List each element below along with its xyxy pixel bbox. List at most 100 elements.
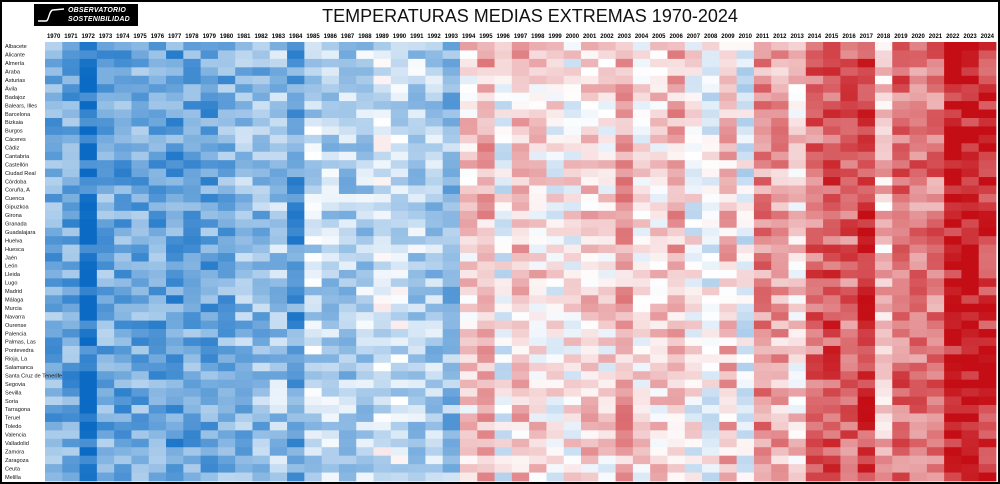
heatmap-cell: [114, 75, 132, 85]
heatmap-cell: [529, 117, 547, 127]
heatmap-cell: [304, 421, 323, 431]
heatmap-cell: [650, 438, 668, 448]
x-tick-label: 1974: [116, 34, 130, 40]
heatmap-cell: [961, 472, 980, 482]
heatmap-cell: [563, 464, 582, 473]
heatmap-cell: [252, 219, 271, 229]
heatmap-cell: [857, 151, 876, 161]
heatmap-cell: [978, 388, 997, 397]
heatmap-cell: [235, 388, 253, 397]
y-tick-label: Toledo: [5, 424, 21, 430]
heatmap-cell: [788, 388, 807, 397]
heatmap-cell: [287, 295, 305, 305]
heatmap-cell: [926, 337, 945, 347]
heatmap-cell: [667, 295, 686, 305]
heatmap-cell: [615, 295, 634, 305]
heatmap-cell: [338, 109, 357, 119]
heatmap-cell: [702, 464, 720, 473]
heatmap-cell: [425, 396, 444, 406]
heatmap-cell: [823, 253, 841, 262]
heatmap-cell: [978, 286, 997, 296]
heatmap-cell: [62, 362, 80, 372]
heatmap-cell: [321, 177, 340, 186]
heatmap-cell: [338, 472, 357, 482]
heatmap-cell: [667, 126, 686, 136]
heatmap-cell: [166, 210, 184, 220]
heatmap-cell: [304, 371, 323, 381]
heatmap-cell: [719, 464, 738, 473]
heatmap-cell: [598, 67, 616, 77]
heatmap-cell: [131, 337, 150, 347]
heatmap-cell: [615, 92, 634, 102]
heatmap-cell: [408, 447, 426, 457]
heatmap-cell: [131, 405, 150, 414]
heatmap-cell: [235, 329, 253, 338]
heatmap-cell: [217, 67, 236, 77]
heatmap-cell: [546, 447, 565, 457]
heatmap-cell: [736, 421, 755, 431]
heatmap-cell: [563, 345, 582, 355]
heatmap-cell: [702, 371, 720, 381]
heatmap-cell: [269, 379, 288, 389]
heatmap-cell: [546, 177, 565, 186]
heatmap-cell: [200, 168, 219, 178]
heatmap-cell: [805, 109, 824, 119]
heatmap-cell: [892, 84, 910, 94]
heatmap-cell: [840, 388, 859, 397]
heatmap-cell: [321, 455, 340, 465]
y-tick-label: Huesca: [5, 247, 25, 253]
heatmap-cell: [252, 455, 271, 465]
heatmap-cell: [615, 42, 634, 51]
heatmap-cell: [356, 295, 374, 305]
heatmap-cell: [442, 379, 461, 389]
heatmap-cell: [823, 42, 841, 51]
y-tick-label: Segovia: [5, 382, 26, 388]
heatmap-cell: [442, 75, 461, 85]
heatmap-cell: [615, 362, 634, 372]
heatmap-cell: [96, 219, 115, 229]
heatmap-cell: [529, 438, 547, 448]
heatmap-cell: [321, 101, 340, 110]
heatmap-cell: [96, 151, 115, 161]
heatmap-cell: [235, 126, 253, 136]
heatmap-cell: [736, 396, 755, 406]
heatmap-cell: [874, 253, 893, 262]
heatmap-cell: [408, 58, 426, 68]
heatmap-cell: [874, 109, 893, 119]
heatmap-cell: [632, 396, 651, 406]
heatmap-cell: [235, 396, 253, 406]
heatmap-cell: [373, 75, 392, 85]
heatmap-cell: [477, 67, 495, 77]
heatmap-cell: [494, 58, 513, 68]
heatmap-cell: [650, 75, 668, 85]
heatmap-cell: [563, 413, 582, 423]
heatmap-cell: [96, 126, 115, 136]
heatmap-cell: [114, 371, 132, 381]
heatmap-cell: [131, 388, 150, 397]
heatmap-cell: [874, 362, 893, 372]
heatmap-cell: [823, 320, 841, 330]
heatmap-cell: [269, 388, 288, 397]
heatmap-cell: [148, 101, 167, 110]
x-tick-label: 1988: [358, 34, 372, 40]
heatmap-cell: [684, 177, 703, 186]
heatmap-cell: [217, 50, 236, 60]
heatmap-cell: [304, 134, 323, 144]
heatmap-cell: [632, 177, 651, 186]
chart-title: TEMPERATURAS MEDIAS EXTREMAS 1970-2024: [322, 6, 738, 26]
heatmap-cell: [702, 362, 720, 372]
heatmap-cell: [788, 430, 807, 440]
heatmap-cell: [702, 193, 720, 203]
heatmap-cell: [511, 210, 530, 220]
heatmap-cell: [459, 438, 478, 448]
heatmap-cell: [667, 447, 686, 457]
heatmap-cell: [79, 295, 98, 305]
heatmap-cell: [408, 177, 426, 186]
x-tick-label: 1990: [393, 34, 407, 40]
heatmap-cell: [961, 329, 980, 338]
heatmap-cell: [874, 126, 893, 136]
heatmap-cell: [753, 303, 772, 313]
heatmap-cell: [978, 143, 997, 153]
heatmap-cell: [926, 447, 945, 457]
